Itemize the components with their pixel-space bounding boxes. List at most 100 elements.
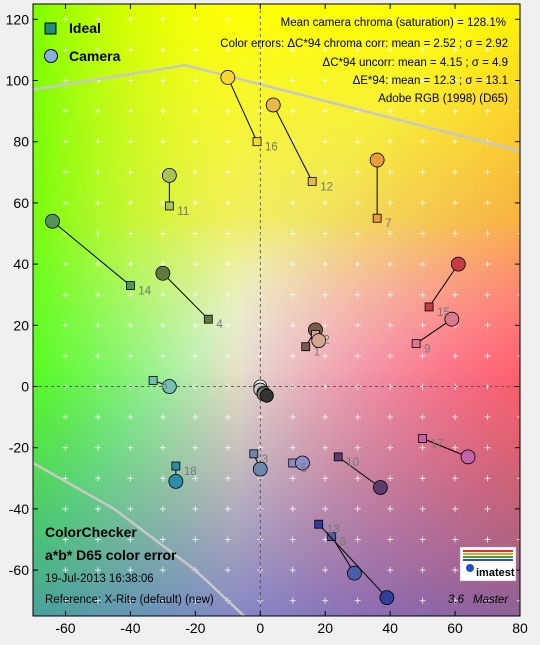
x-tick-label: 40 — [382, 620, 398, 636]
ideal-square-4 — [203, 314, 213, 324]
camera-circle-16 — [220, 70, 236, 85]
camera-circle-8 — [347, 565, 362, 581]
logo-box — [459, 546, 517, 582]
camera-circle-11 — [161, 167, 177, 183]
gamut-boundary — [33, 63, 520, 616]
patch-label-2: 2 — [323, 334, 329, 346]
x-tick-label: -60 — [55, 620, 75, 636]
x-tick-label: 60 — [447, 620, 463, 636]
camera-circle-4 — [155, 265, 171, 281]
ideal-square-16 — [252, 137, 262, 147]
camera-circle-5 — [295, 455, 310, 471]
ideal-square-3 — [249, 449, 259, 459]
camera-circle-10 — [372, 480, 388, 495]
ideal-square-1 — [301, 342, 311, 352]
gamut-boundary-lower — [33, 461, 245, 616]
imatest-logo: imatest — [459, 546, 517, 582]
patch-label-4: 4 — [216, 319, 223, 331]
y-tick-label: 120 — [6, 11, 30, 27]
chart-date: 19-Jul-2013 16:38:06 — [45, 573, 154, 585]
stats-line-1: Mean camera chroma (saturation) = 128.1% — [281, 17, 506, 29]
patch-label-5: 5 — [301, 463, 307, 475]
x-tick-label: 0 — [256, 620, 264, 636]
legend-ideal-label: Ideal — [69, 20, 101, 36]
patch-label-8: 8 — [340, 536, 346, 548]
logo-stripes — [463, 550, 513, 561]
x-tick-label: 80 — [512, 620, 528, 636]
patch-label-17: 17 — [431, 439, 444, 451]
legend-ideal-marker — [44, 22, 57, 35]
patch-label-7: 7 — [385, 218, 391, 230]
axis-ticks: -60 -40 -20 0 20 40 60 80 -60 -40 -20 0 20 40 60 80 100 1… — [6, 4, 528, 636]
stats-block: Mean camera chroma (saturation) = 128.1%… — [220, 17, 508, 105]
patch-label-14: 14 — [138, 286, 151, 298]
ideal-square-9 — [411, 339, 421, 349]
logo-globe — [466, 564, 474, 572]
camera-circle-15 — [450, 256, 466, 272]
camera-circle-12 — [265, 97, 281, 113]
chart-reference: Reference: X-Rite (default) (new) — [45, 594, 214, 606]
stats-line-4: ΔE*94: mean = 12.3 ; σ = 13.1 — [353, 75, 508, 87]
ideal-square-10 — [333, 452, 343, 462]
info-block: ColorChecker a*b* D65 color error 19-Jul… — [45, 524, 509, 606]
stats-line-5: Adobe RGB (1998) (D65) — [378, 93, 508, 105]
ideal-square-12 — [307, 177, 317, 186]
legend-camera-label: Camera — [69, 48, 121, 64]
legend-camera-marker — [44, 49, 58, 63]
error-line-16 — [227, 77, 258, 142]
ideal-square-14 — [126, 281, 135, 290]
error-line-12 — [272, 104, 313, 182]
neutral-circle-6 — [259, 388, 274, 403]
patch-label-18: 18 — [184, 466, 197, 478]
camera-circle-6 — [161, 379, 177, 394]
chart-title: ColorChecker — [45, 524, 137, 540]
patch-label-13: 13 — [327, 524, 340, 536]
y-tick-label: -60 — [9, 562, 29, 578]
stats-line-3: ΔC*94 uncorr: mean = 4.15 ; σ = 4.9 — [323, 57, 508, 69]
y-tick-label: -20 — [9, 440, 29, 456]
error-line-13 — [318, 523, 388, 598]
camera-circle-3 — [252, 461, 268, 477]
patch-label-6: 6 — [161, 380, 167, 392]
error-line-15 — [428, 263, 459, 308]
ideal-square-18 — [171, 461, 181, 471]
camera-circle-2 — [311, 333, 327, 349]
legend: Ideal Camera — [44, 20, 121, 64]
ideal-square-11 — [164, 201, 174, 211]
chart-edition: Master — [473, 594, 509, 606]
patch-label-11: 11 — [177, 206, 189, 218]
error-line-4 — [162, 272, 209, 320]
error-line-10 — [337, 456, 381, 488]
camera-circle-17 — [460, 449, 476, 465]
error-line-17 — [422, 438, 469, 458]
ideal-square-17 — [418, 434, 428, 443]
camera-circle-18 — [168, 473, 184, 489]
zero-axes — [33, 4, 520, 616]
y-tick-label: 40 — [13, 256, 29, 272]
ideal-square-13 — [314, 519, 324, 529]
y-tick-label: 0 — [21, 379, 29, 395]
gamut-boundary-upper — [33, 63, 520, 153]
camera-circle-7 — [369, 152, 385, 168]
ideal-square-15 — [424, 302, 434, 312]
patch-label-15: 15 — [437, 307, 450, 319]
patch-label-3: 3 — [262, 454, 268, 466]
error-line-14 — [52, 220, 131, 286]
y-tick-label: 60 — [13, 195, 29, 211]
ideal-square-7 — [372, 213, 382, 223]
y-tick-label: 100 — [6, 73, 30, 89]
chart-subtitle: a*b* D65 color error — [45, 547, 177, 563]
logo-text: imatest — [476, 567, 515, 579]
camera-circle-9 — [444, 311, 460, 327]
patch-label-10: 10 — [346, 457, 359, 469]
ideal-square-8 — [327, 532, 337, 541]
y-tick-label: 20 — [13, 317, 29, 333]
patch-label-9: 9 — [424, 344, 430, 356]
x-tick-label: -20 — [185, 620, 205, 636]
plot-frame — [32, 3, 521, 617]
patch-label-12: 12 — [320, 181, 333, 193]
patch-label-1: 1 — [314, 347, 320, 359]
